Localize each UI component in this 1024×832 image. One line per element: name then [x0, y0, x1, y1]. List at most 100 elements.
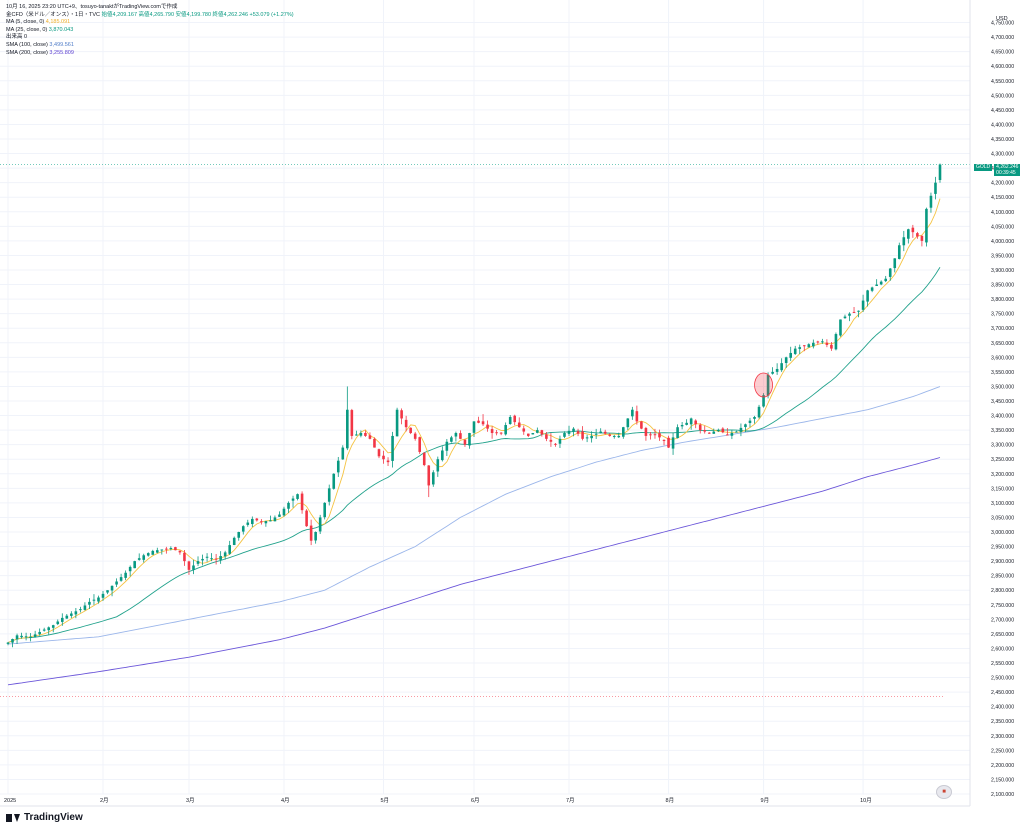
indicator-row[interactable]: SMA (100, close) 3,499.561 — [6, 42, 294, 50]
candle-body — [545, 434, 548, 439]
y-tick-label: 4,350.000 — [991, 137, 1014, 143]
candle-body — [115, 581, 118, 585]
candle-body — [468, 433, 471, 446]
candle-body — [70, 613, 73, 616]
y-tick-label: 3,450.000 — [991, 399, 1014, 405]
candle-body — [558, 438, 562, 444]
candle-body — [309, 525, 313, 541]
candle-body — [133, 561, 136, 569]
y-tick-label: 3,550.000 — [991, 370, 1014, 376]
y-tick-label: 3,650.000 — [991, 341, 1014, 347]
candle-body — [33, 634, 37, 637]
y-tick-label: 4,050.000 — [991, 224, 1014, 230]
candle-body — [622, 427, 625, 437]
candle-body — [156, 550, 159, 553]
candle-body — [296, 494, 299, 499]
candle-body — [445, 441, 449, 451]
candle-body — [364, 432, 367, 436]
candle-body — [925, 208, 928, 243]
candle-body — [183, 552, 186, 562]
candle-body — [662, 439, 666, 441]
candle-body — [477, 420, 480, 423]
candle-body — [241, 526, 245, 532]
candle-body — [409, 427, 412, 434]
candle-body — [631, 409, 634, 417]
sma200-line — [7, 457, 941, 686]
y-tick-label: 2,550.000 — [991, 661, 1014, 667]
candle-body — [775, 368, 779, 372]
y-tick-label: 2,900.000 — [991, 559, 1014, 565]
x-tick-label: 10月 — [860, 797, 872, 804]
candle-body — [201, 558, 204, 561]
candle-body — [15, 635, 19, 640]
indicator-row[interactable]: MA (25, close, 0) 3,870.043 — [6, 27, 294, 35]
region-flag-icon[interactable]: ■ — [936, 785, 952, 799]
candle-body — [128, 566, 132, 572]
header-symbol[interactable]: 金CFD（米ドル／オンス）・1日・TVC — [6, 11, 101, 18]
candle-body — [246, 522, 250, 525]
indicator-row[interactable]: 出来高 0 — [6, 34, 294, 42]
y-tick-label: 4,550.000 — [991, 79, 1014, 85]
candle-body — [51, 625, 55, 628]
candle-body — [228, 545, 231, 554]
y-tick-label: 2,350.000 — [991, 719, 1014, 725]
candle-body — [816, 341, 820, 343]
y-tick-label: 2,400.000 — [991, 705, 1014, 711]
candle-body — [771, 371, 774, 374]
candle-body — [581, 431, 584, 439]
candle-body — [395, 409, 399, 437]
candle-body — [431, 472, 435, 485]
candle-body — [549, 439, 553, 442]
candle-body — [843, 316, 847, 319]
candle-body — [508, 417, 512, 425]
candle-body — [382, 455, 385, 460]
header-symbol-row: 金CFD（米ドル／オンス）・1日・TVC 始値4,209.167 高値4,265… — [6, 12, 294, 20]
candle-body — [151, 550, 155, 555]
indicator-row[interactable]: MA (5, close, 0) 4,185.091 — [6, 19, 294, 27]
indicator-row[interactable]: SMA (200, close) 3,255.809 — [6, 50, 294, 58]
indicator-value: 3,499.561 — [49, 41, 74, 48]
candle-body — [721, 428, 725, 433]
indicator-list: MA (5, close, 0) 4,185.091 MA (25, close,… — [6, 19, 294, 57]
candle-body — [667, 437, 670, 448]
candle-body — [282, 508, 286, 516]
candle-body — [332, 473, 336, 489]
indicator-label: 出来高 — [6, 34, 25, 41]
candle-body — [685, 422, 688, 425]
candle-body — [834, 334, 838, 350]
candle-body — [196, 561, 200, 564]
candle-body — [585, 437, 589, 439]
candle-body — [6, 642, 10, 644]
x-tick-label: 5月 — [381, 797, 390, 804]
indicator-value: 4,185.091 — [45, 19, 71, 26]
candle-body — [318, 517, 322, 532]
tradingview-logo[interactable]: TradingView — [6, 812, 83, 823]
candle-body — [346, 409, 349, 449]
candle-body — [902, 237, 906, 246]
y-tick-label: 3,100.000 — [991, 501, 1014, 507]
candle-body — [563, 433, 566, 437]
price-axis[interactable]: 2,100.000 2,150.000 2,200.000 2,250.000 2,30… — [969, 0, 1014, 806]
candle-body — [712, 431, 716, 434]
candle-body — [404, 419, 408, 428]
candle-body — [264, 521, 268, 524]
candle-body — [857, 310, 860, 312]
y-tick-label: 4,150.000 — [991, 195, 1014, 201]
y-tick-label: 3,200.000 — [991, 472, 1014, 478]
candle-body — [137, 558, 141, 560]
y-tick-label: 4,100.000 — [991, 210, 1014, 216]
candle-body — [232, 537, 236, 546]
candle-body — [355, 434, 358, 436]
y-tick-label: 3,400.000 — [991, 414, 1014, 420]
candle-body — [42, 629, 46, 631]
y-tick-label: 4,000.000 — [991, 239, 1014, 245]
x-tick-label: 7月 — [566, 797, 575, 804]
candle-body — [119, 577, 123, 581]
time-axis[interactable]: 2025 2月 3月 4月 5月 6月 7月 8月 9月 10月 — [0, 797, 970, 807]
candle-body — [169, 548, 173, 550]
candle-body — [875, 284, 878, 286]
candle-body — [540, 430, 544, 435]
candle-body — [422, 452, 426, 466]
candle-body — [762, 395, 765, 407]
